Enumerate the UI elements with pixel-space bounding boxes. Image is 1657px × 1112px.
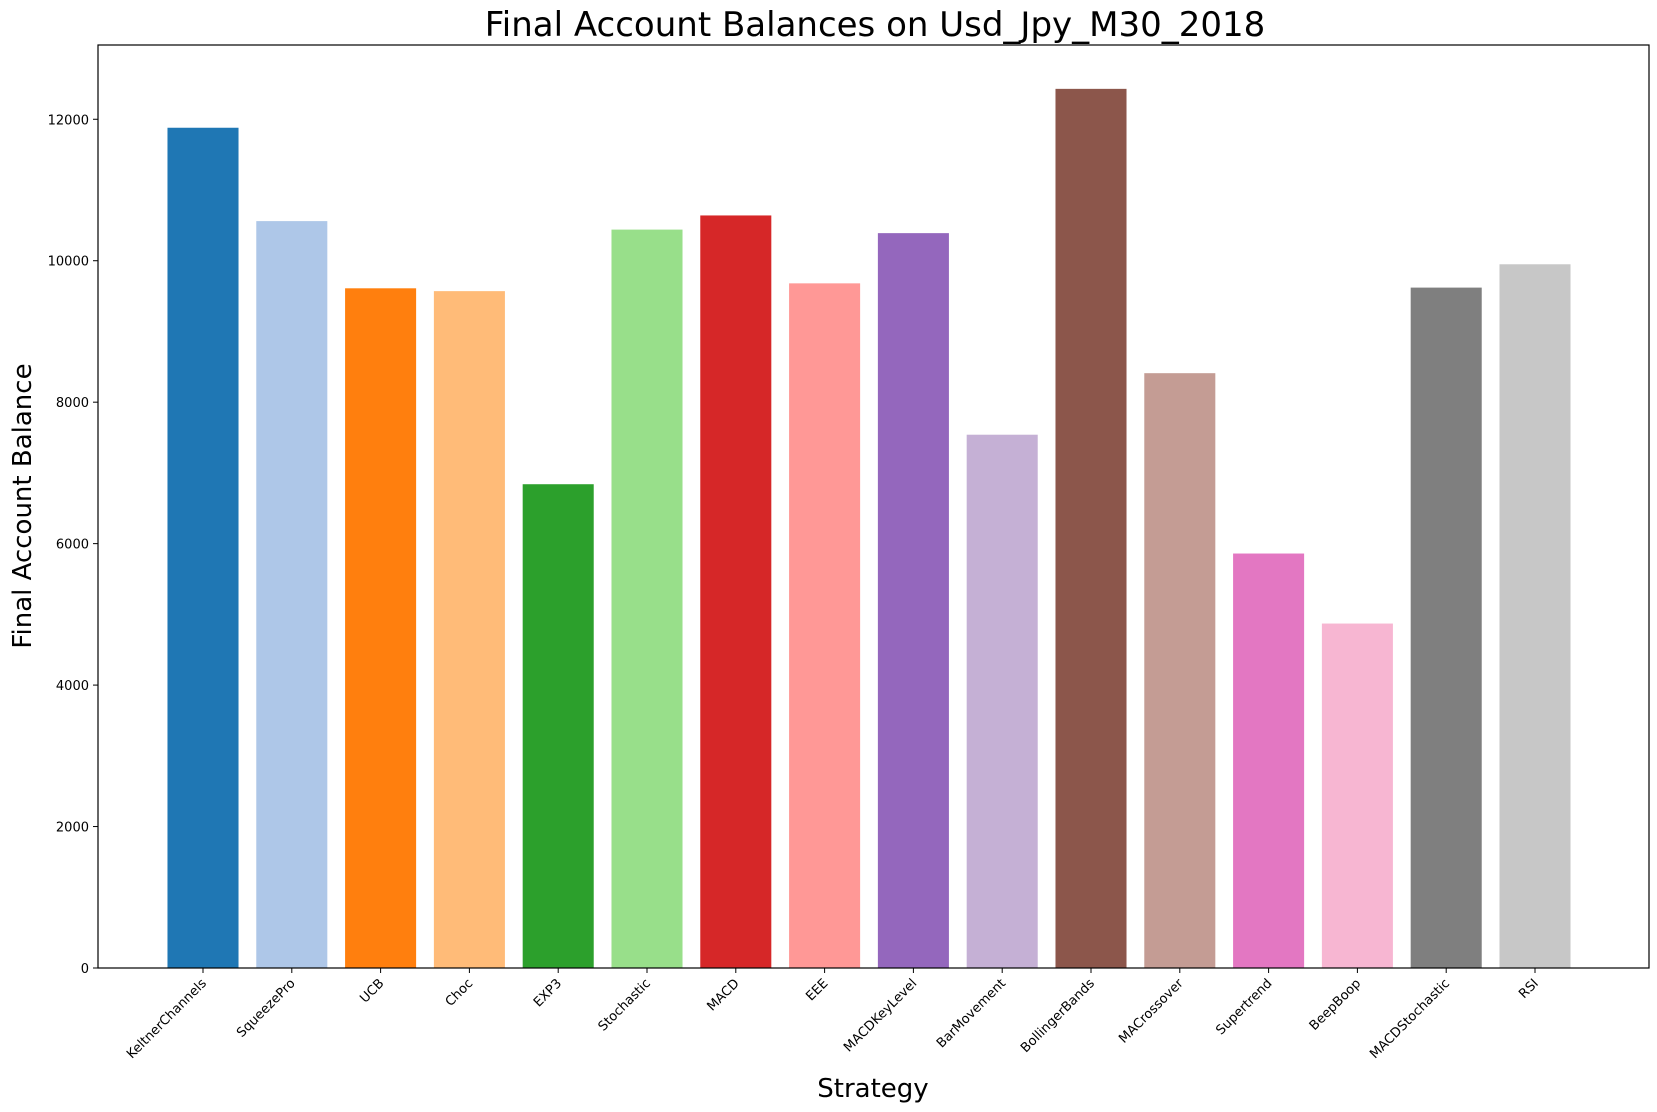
y-axis-ticks: 0 2000 4000 6000 8000 10000 12000 — [48, 113, 98, 977]
bars-group — [167, 88, 1571, 969]
bar-Supertrend — [1233, 553, 1305, 968]
bar-KeltnerChannels — [167, 127, 239, 968]
x-tick-label: RSI — [1516, 976, 1542, 1002]
x-tick-label: EXP3 — [531, 976, 565, 1010]
x-tick-label: MACD — [704, 976, 742, 1014]
bar-EXP3 — [522, 484, 594, 968]
bar-SqueezePro — [256, 221, 328, 969]
y-tick-label: 8000 — [56, 396, 89, 411]
bar-Stochastic — [611, 229, 683, 969]
bar-EEE — [789, 283, 861, 969]
bar-BollingerBands — [1055, 88, 1127, 969]
x-axis-ticks: KeltnerChannels SqueezePro UCB Choc EXP3 Stoc… — [124, 968, 1542, 1062]
x-tick-label: MACrossover — [1116, 976, 1187, 1047]
bar-Choc — [433, 291, 505, 968]
x-tick-label: Choc — [443, 976, 477, 1010]
x-tick-label: MACDStochastic — [1367, 976, 1453, 1062]
x-tick-label: Stochastic — [596, 976, 654, 1034]
y-tick-label: 10000 — [48, 255, 89, 270]
y-tick-label: 6000 — [56, 538, 89, 553]
y-axis-label: Final Account Balance — [8, 363, 38, 648]
bar-BarMovement — [966, 434, 1038, 969]
x-tick-label: BollingerBands — [1018, 976, 1098, 1056]
x-tick-label: EEE — [803, 976, 831, 1004]
y-tick-label: 4000 — [56, 679, 89, 694]
plot-frame — [97, 44, 1650, 969]
y-tick-label: 12000 — [48, 113, 89, 128]
y-tick-label: 2000 — [56, 821, 89, 836]
x-tick-label: BarMovement — [934, 976, 1009, 1051]
bar-BeepBoop — [1321, 623, 1393, 968]
chart-title: Final Account Balances on Usd_Jpy_M30_20… — [485, 5, 1266, 45]
y-tick-label: 0 — [81, 962, 89, 977]
x-tick-label: KeltnerChannels — [124, 976, 210, 1062]
plot-area: 0 2000 4000 6000 8000 10000 12000 KeltnerChann… — [48, 44, 1650, 1062]
bar-MACD — [700, 215, 772, 968]
bar-UCB — [345, 288, 417, 968]
bar-RSI — [1499, 264, 1571, 968]
x-axis-label: Strategy — [817, 1074, 928, 1104]
x-tick-label: SqueezePro — [234, 976, 299, 1041]
bar-MACDKeyLevel — [877, 233, 949, 968]
bar-MACrossover — [1144, 373, 1216, 968]
x-tick-label: UCB — [357, 976, 387, 1006]
bar-MACDStochastic — [1410, 287, 1482, 969]
x-tick-label: BeepBoop — [1307, 976, 1364, 1033]
x-tick-label: MACDKeyLevel — [841, 976, 920, 1055]
x-tick-label: Supertrend — [1213, 976, 1275, 1038]
